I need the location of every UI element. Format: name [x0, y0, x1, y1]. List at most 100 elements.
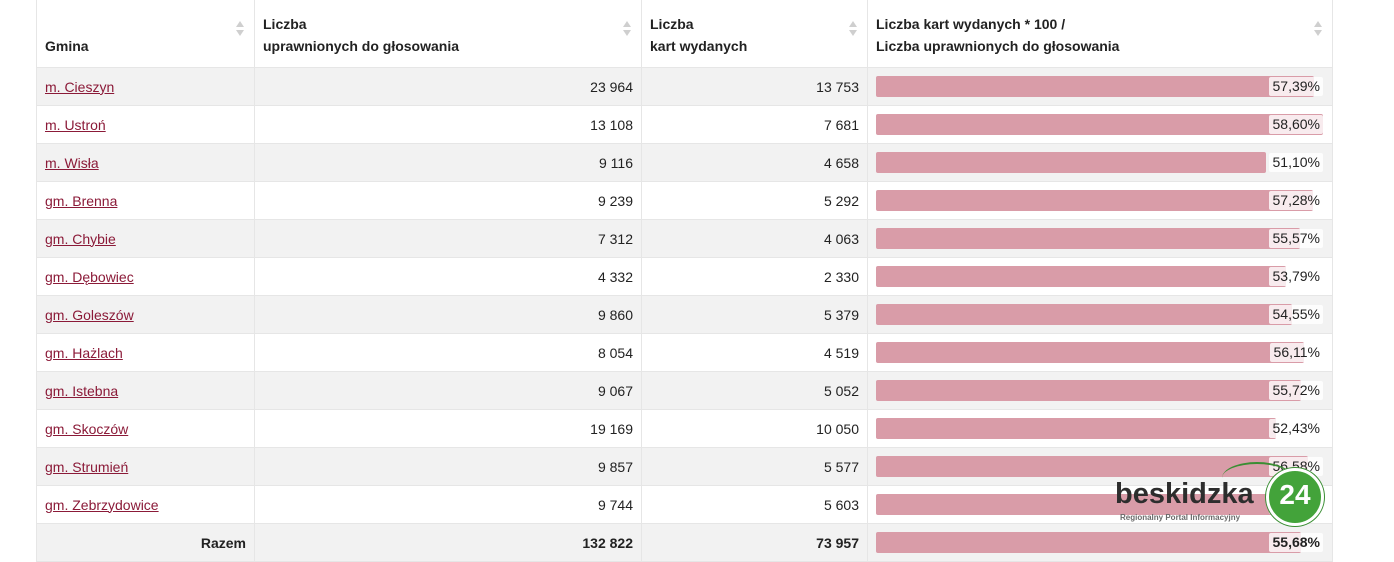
gmina-link[interactable]: gm. Brenna	[45, 192, 118, 209]
gmina-link[interactable]: gm. Chybie	[45, 230, 116, 247]
turnout-cell: 57,28%	[867, 181, 1333, 220]
header-label-line1: Liczba	[650, 16, 694, 32]
header-label-line1: Liczba kart wydanych * 100 /	[876, 16, 1066, 32]
table-row: gm. Chybie 7 312 4 063 55,57%	[36, 219, 1333, 258]
sort-icon[interactable]	[236, 21, 244, 37]
uprawnionych-cell: 9 067	[254, 371, 642, 410]
uprawnionych-cell: 19 169	[254, 409, 642, 448]
uprawnionych-cell: 9 744	[254, 485, 642, 524]
karty-cell: 5 577	[641, 447, 868, 486]
karty-cell: 4 658	[641, 143, 868, 182]
column-header-uprawnionych[interactable]: Liczba uprawnionych do głosowania	[254, 0, 642, 68]
turnout-cell: 55,57%	[867, 219, 1333, 258]
gmina-link[interactable]: gm. Skoczów	[45, 420, 129, 437]
karty-cell: 4 063	[641, 219, 868, 258]
turnout-bar-track: 51,10%	[876, 152, 1323, 173]
gmina-link[interactable]: gm. Zebrzydowice	[45, 496, 159, 513]
gmina-link[interactable]: gm. Goleszów	[45, 306, 134, 323]
turnout-bar	[876, 266, 1287, 287]
beskidzka24-logo: beskidzka Regionalny Portal Informacyjny…	[1112, 462, 1332, 530]
turnout-cell: 51,10%	[867, 143, 1333, 182]
turnout-value: 55,68%	[1268, 533, 1323, 552]
uprawnionych-cell: 4 332	[254, 257, 642, 296]
turnout-cell: 58,60%	[867, 105, 1333, 144]
turnout-value: 58,60%	[1268, 115, 1323, 134]
karty-cell: 5 603	[641, 485, 868, 524]
turnout-bar-track: 55,72%	[876, 380, 1323, 401]
turnout-bar	[876, 342, 1304, 363]
header-label-line2: Liczba uprawnionych do głosowania	[876, 38, 1120, 54]
gmina-link[interactable]: gm. Istebna	[45, 382, 119, 399]
turnout-cell: 56,11%	[867, 333, 1333, 372]
turnout-bar-track: 55,57%	[876, 228, 1323, 249]
turnout-bar	[876, 228, 1300, 249]
table-row: m. Wisła 9 116 4 658 51,10%	[36, 143, 1333, 182]
turnout-value: 55,57%	[1268, 229, 1323, 248]
karty-cell: 13 753	[641, 67, 868, 106]
gmina-link[interactable]: m. Wisła	[45, 154, 99, 171]
gmina-cell: gm. Goleszów	[36, 295, 255, 334]
gmina-link[interactable]: gm. Dębowiec	[45, 268, 134, 285]
turnout-bar	[876, 114, 1323, 135]
gmina-cell: gm. Chybie	[36, 219, 255, 258]
header-row: Gmina Liczba uprawnionych do głosowania …	[36, 0, 1333, 68]
turnout-value: 52,43%	[1268, 419, 1323, 438]
total-karty: 73 957	[641, 523, 868, 562]
gmina-link[interactable]: gm. Strumień	[45, 458, 129, 475]
logo-tagline: Regionalny Portal Informacyjny	[1120, 513, 1241, 522]
logo-number: 24	[1279, 479, 1311, 510]
header-label-line2: kart wydanych	[650, 38, 748, 54]
column-header-frekwencja[interactable]: Liczba kart wydanych * 100 / Liczba upra…	[867, 0, 1333, 68]
turnout-bar-track: 58,60%	[876, 114, 1323, 135]
gmina-link[interactable]: m. Cieszyn	[45, 78, 115, 95]
karty-cell: 5 052	[641, 371, 868, 410]
karty-cell: 7 681	[641, 105, 868, 144]
table-row: m. Cieszyn 23 964 13 753 57,39%	[36, 67, 1333, 106]
gmina-link[interactable]: m. Ustroń	[45, 116, 106, 133]
sort-icon[interactable]	[623, 21, 631, 37]
turnout-cell: 57,39%	[867, 67, 1333, 106]
table-row: gm. Istebna 9 067 5 052 55,72%	[36, 371, 1333, 410]
logo-brand: beskidzka	[1115, 478, 1254, 510]
uprawnionych-cell: 8 054	[254, 333, 642, 372]
logo-arc	[1222, 462, 1292, 494]
header-label-line2: uprawnionych do głosowania	[263, 38, 460, 54]
gmina-link[interactable]: gm. Hażlach	[45, 344, 123, 361]
turnout-cell: 54,55%	[867, 295, 1333, 334]
turnout-bar	[876, 418, 1276, 439]
turnout-value: 57,39%	[1268, 77, 1323, 96]
header-label: Gmina	[45, 38, 89, 54]
turnout-bar-track: 57,39%	[876, 76, 1323, 97]
table-row: gm. Brenna 9 239 5 292 57,28%	[36, 181, 1333, 220]
turnout-bar	[876, 456, 1308, 477]
turnout-value: 57,28%	[1268, 191, 1323, 210]
karty-cell: 2 330	[641, 257, 868, 296]
gmina-cell: gm. Zebrzydowice	[36, 485, 255, 524]
table-row: m. Ustroń 13 108 7 681 58,60%	[36, 105, 1333, 144]
turnout-bar-track: 55,68%	[876, 532, 1323, 553]
sort-icon[interactable]	[849, 21, 857, 37]
turnout-bar-track: 54,55%	[876, 304, 1323, 325]
turnout-value: 54,55%	[1268, 305, 1323, 324]
turnout-bar	[876, 76, 1314, 97]
uprawnionych-cell: 9 116	[254, 143, 642, 182]
turnout-cell: 55,72%	[867, 371, 1333, 410]
gmina-cell: m. Wisła	[36, 143, 255, 182]
karty-cell: 5 379	[641, 295, 868, 334]
uprawnionych-cell: 9 860	[254, 295, 642, 334]
uprawnionych-cell: 7 312	[254, 219, 642, 258]
sort-icon[interactable]	[1314, 21, 1322, 37]
gmina-cell: gm. Skoczów	[36, 409, 255, 448]
uprawnionych-cell: 9 857	[254, 447, 642, 486]
gmina-cell: m. Ustroń	[36, 105, 255, 144]
gmina-cell: m. Cieszyn	[36, 67, 255, 106]
column-header-karty[interactable]: Liczba kart wydanych	[641, 0, 868, 68]
turnout-bar	[876, 494, 1315, 515]
column-header-gmina[interactable]: Gmina	[36, 0, 255, 68]
gmina-cell: gm. Strumień	[36, 447, 255, 486]
turnout-bar	[876, 532, 1301, 553]
karty-cell: 10 050	[641, 409, 868, 448]
turnout-value: 56,11%	[1269, 343, 1323, 362]
table-row: gm. Dębowiec 4 332 2 330 53,79%	[36, 257, 1333, 296]
karty-cell: 5 292	[641, 181, 868, 220]
